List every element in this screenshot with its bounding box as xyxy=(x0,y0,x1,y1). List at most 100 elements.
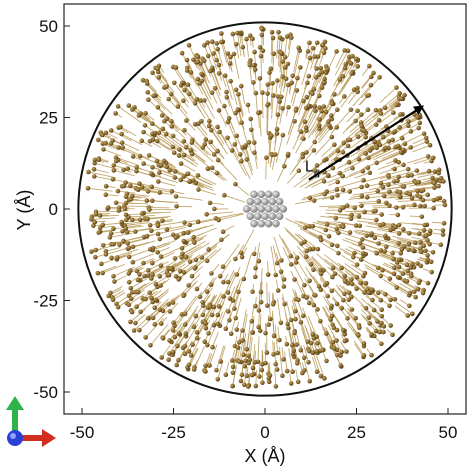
particle xyxy=(408,129,414,134)
particle xyxy=(181,238,187,244)
particle xyxy=(156,130,162,135)
displacement-vector xyxy=(298,82,308,110)
particle xyxy=(436,167,442,173)
displacement-vector xyxy=(126,193,150,197)
displacement-vector xyxy=(293,47,300,73)
particle xyxy=(356,333,361,338)
particle xyxy=(342,291,347,297)
particle xyxy=(441,220,447,226)
displacement-vector xyxy=(339,284,352,298)
particle xyxy=(184,57,190,63)
particle xyxy=(344,203,350,208)
displacement-vector xyxy=(349,122,362,133)
particle xyxy=(172,169,178,174)
displacement-vector xyxy=(130,185,149,190)
particle xyxy=(410,311,415,317)
displacement-vector xyxy=(217,295,227,316)
particle xyxy=(388,323,393,328)
particle xyxy=(264,303,270,308)
particle xyxy=(423,248,428,254)
particle xyxy=(234,133,239,139)
particle xyxy=(121,239,126,244)
particle xyxy=(225,135,230,141)
particle xyxy=(211,322,217,328)
particle xyxy=(265,272,271,277)
displacement-vector xyxy=(154,308,170,325)
particle xyxy=(278,320,284,326)
particle xyxy=(266,322,271,327)
displacement-vector xyxy=(137,265,164,281)
displacement-vector xyxy=(135,228,151,232)
particle xyxy=(221,294,226,299)
displacement-vector xyxy=(198,123,208,136)
core-atom xyxy=(261,212,269,221)
particle xyxy=(340,187,346,193)
particle xyxy=(415,188,420,194)
displacement-vector xyxy=(318,225,339,234)
particle xyxy=(178,177,184,183)
particle xyxy=(142,123,148,128)
displacement-vector xyxy=(238,109,245,130)
displacement-vector xyxy=(273,133,278,152)
particle xyxy=(431,205,436,211)
particle xyxy=(126,302,132,308)
particle xyxy=(209,90,215,95)
displacement-vector xyxy=(214,88,222,104)
particle xyxy=(288,253,294,259)
particle xyxy=(131,328,137,333)
particle xyxy=(274,126,280,132)
particle xyxy=(346,290,352,296)
particle xyxy=(134,304,139,309)
displacement-vector xyxy=(381,289,396,300)
displacement-vector xyxy=(361,297,375,311)
displacement-vector xyxy=(315,136,333,156)
particle xyxy=(207,304,213,310)
orientation-triad xyxy=(6,396,56,447)
particle xyxy=(248,116,254,122)
particle xyxy=(103,192,109,198)
particle xyxy=(126,245,132,251)
particle xyxy=(302,119,308,125)
particle xyxy=(402,92,407,98)
particle xyxy=(234,327,240,332)
particle xyxy=(290,369,295,375)
displacement-vector xyxy=(348,246,364,254)
particle xyxy=(275,112,281,117)
particle xyxy=(170,328,176,333)
particle xyxy=(253,303,258,309)
displacement-vector xyxy=(119,238,142,246)
particle xyxy=(188,147,193,153)
particle xyxy=(181,174,187,179)
particle xyxy=(157,274,163,279)
particle xyxy=(207,200,213,206)
displacement-vector xyxy=(157,221,183,227)
particle xyxy=(216,108,222,113)
particle xyxy=(330,274,335,280)
particle xyxy=(159,355,165,360)
particle xyxy=(237,152,243,157)
particle xyxy=(124,229,130,235)
particle xyxy=(383,145,388,151)
particle xyxy=(222,73,228,78)
particle xyxy=(429,269,435,275)
particle xyxy=(173,194,179,199)
particle xyxy=(334,352,340,358)
particle xyxy=(167,351,172,356)
particle xyxy=(150,165,155,170)
particle xyxy=(407,290,413,296)
particle xyxy=(339,265,344,271)
displacement-vector xyxy=(383,121,409,137)
displacement-vector xyxy=(342,66,359,90)
particle xyxy=(357,325,362,330)
ld-label-main: L xyxy=(305,159,314,176)
particle xyxy=(156,75,162,80)
particle xyxy=(91,223,96,228)
particle xyxy=(315,54,321,59)
displacement-vector xyxy=(197,174,217,185)
particle xyxy=(359,112,364,117)
displacement-vector xyxy=(202,287,213,303)
particle xyxy=(141,161,146,166)
particle xyxy=(362,209,367,215)
particle xyxy=(420,187,426,193)
particle xyxy=(324,331,329,336)
